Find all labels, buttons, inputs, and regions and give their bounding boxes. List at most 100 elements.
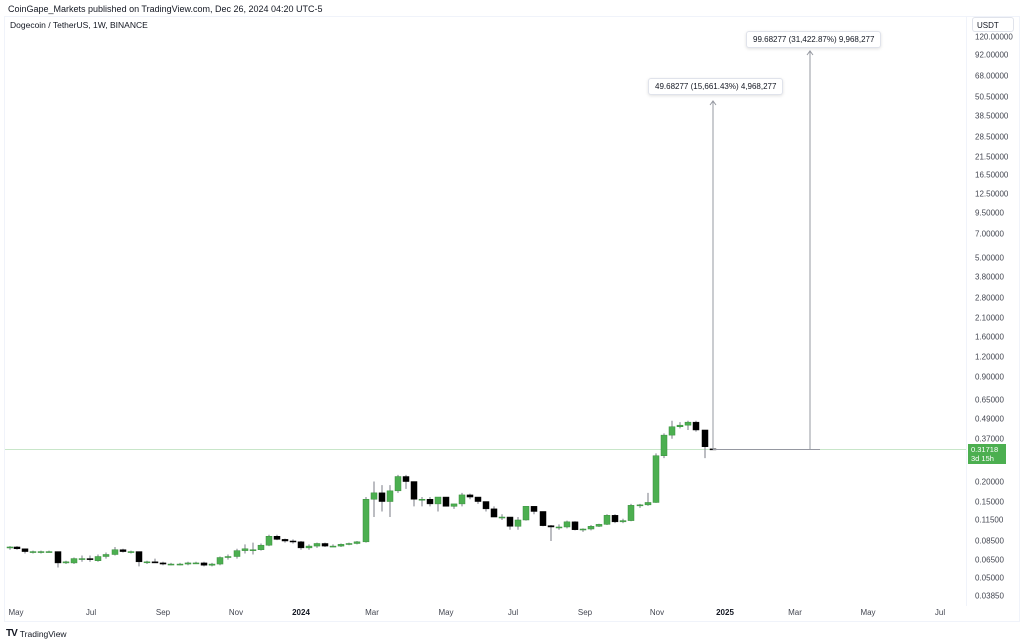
brand-label: TradingView [19,628,67,639]
time-tick: Jul [934,608,946,617]
candle-down [426,498,434,505]
candle-up [233,550,241,557]
candle-up [668,426,676,436]
price-tick: 92.00000 [975,50,1009,60]
candle-up [434,496,442,505]
candle-down [200,562,208,566]
measure-label[interactable]: 99.68277 (31,422.87%) 9,968,277 [746,31,882,48]
candle-up [587,526,595,530]
candle-up [143,561,151,564]
candle-down [54,551,62,564]
candle-up [329,545,337,548]
time-tick: 2024 [292,608,310,617]
candle-up [579,528,587,531]
price-tick: 5.00000 [975,253,1004,263]
candle-up [78,558,86,560]
price-tick: 3.80000 [975,272,1004,282]
candle-up [522,506,530,521]
candle-down [86,558,94,560]
candle-up [603,515,611,525]
currency-unit-button[interactable]: USDT [972,17,1014,32]
candle-down [571,521,579,530]
tradingview-logo[interactable]: TV TradingView [6,628,67,639]
candle-down [159,562,167,565]
candle-up [353,541,361,544]
candle-up [636,504,644,507]
candle-up [184,562,192,565]
price-tick: 120.00000 [975,32,1013,42]
candle-down [119,549,127,552]
candle-down [539,511,547,526]
candle-down [13,546,21,550]
candle-up [29,551,37,553]
bar-countdown: 3d 15h [971,454,994,463]
arrow-head-icon [709,100,717,106]
candle-up [265,536,273,546]
price-tick: 16.50000 [975,170,1009,180]
candle-up [676,424,684,427]
candle-up [94,556,102,561]
candle-down [321,543,329,547]
price-tick: 28.50000 [975,132,1009,142]
candle-up [394,476,402,492]
candle-up [345,543,353,545]
candle-up [514,519,522,527]
candle-up [458,494,466,505]
current-price-tag: 0.31718 3d 15h [968,444,1006,464]
candle-up [644,502,652,506]
time-tick: May [860,608,876,617]
measure-label[interactable]: 49.68277 (15,661.43%) 4,968,277 [648,78,784,95]
price-tick: 7.00000 [975,229,1004,239]
published-byline: CoinGape_Markets published on TradingVie… [8,4,323,14]
candle-up [111,549,119,555]
price-tick: 21.50000 [975,152,1009,161]
current-price-value: 0.31718 [971,445,999,454]
time-tick: Sep [155,608,171,617]
candle-up [337,544,345,547]
candle-up [70,558,78,564]
candle-down [482,501,490,510]
candle-down [378,492,386,502]
candle-up [450,503,458,507]
tv-logo-icon: TV [6,628,18,639]
candle-down [490,508,498,518]
price-tick: 0.49000 [975,414,1004,424]
candle-down [474,496,482,502]
candle-up [241,548,249,551]
candle-up [6,546,14,549]
candle-up [127,551,135,553]
candle-up [313,543,321,547]
candle-down [692,421,700,431]
time-tick: Mar [365,608,379,617]
candle-down [611,515,619,523]
chart-pane[interactable] [4,16,1020,622]
price-tick: 0.11500 [975,515,1004,525]
candle-up [45,551,53,553]
price-tick: 2.80000 [975,293,1004,303]
candle-down [135,551,143,563]
price-tick: 0.03850 [975,591,1004,601]
price-tick: 0.15000 [975,497,1004,507]
candle-up [652,455,660,503]
candle-up [684,421,692,426]
time-tick: Mar [788,608,802,617]
price-tick: 0.65000 [975,395,1004,405]
price-tick: 0.37000 [975,434,1004,444]
candle-up [418,498,426,501]
time-tick: Nov [649,608,665,617]
candle-down [466,494,474,498]
candle-down [297,541,305,549]
price-tick: 1.20000 [975,352,1004,362]
candle-up [224,556,232,558]
candle-up [660,434,668,456]
price-tick: 68.00000 [975,71,1009,81]
price-axis[interactable] [966,16,1021,606]
candle-up [192,562,200,565]
symbol-title[interactable]: Dogecoin / TetherUS, 1W, BINANCE [10,20,148,30]
candle-up [563,521,571,528]
candle-down [410,481,418,500]
candle-down [273,536,281,540]
time-tick: Jul [507,608,519,617]
price-tick: 0.90000 [975,372,1004,382]
